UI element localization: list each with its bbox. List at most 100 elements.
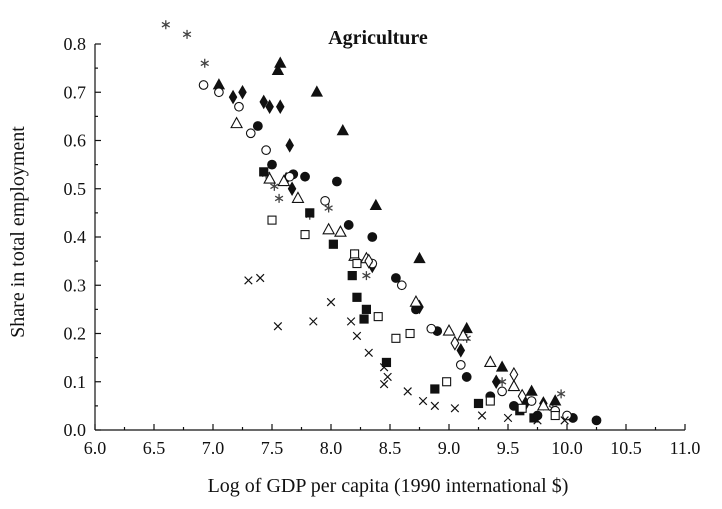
circle-open-marker	[497, 386, 507, 397]
circle-open-marker	[455, 360, 466, 370]
cross-marker	[346, 317, 356, 326]
asterisk-marker	[362, 271, 371, 281]
chart-title: Agriculture	[328, 27, 428, 49]
square-open-marker	[442, 377, 452, 387]
triangle-open-marker	[322, 222, 336, 235]
x-tick-label: 10.5	[610, 438, 642, 458]
square-open-marker	[300, 230, 310, 240]
x-tick-label: 9.0	[438, 438, 461, 458]
x-tick-label: 10.0	[551, 438, 583, 458]
square-open-marker	[485, 396, 495, 406]
cross-marker	[560, 416, 569, 425]
diamond-filled-marker	[275, 99, 285, 115]
asterisk-marker	[200, 58, 209, 68]
circle-filled-marker	[461, 372, 472, 382]
diamond-open-marker	[517, 388, 527, 404]
diamond-open-marker	[509, 366, 519, 383]
triangle-open-marker	[456, 328, 470, 341]
x-tick-label: 9.5	[497, 438, 520, 458]
triangle-open-marker	[483, 355, 497, 368]
x-tick-label: 7.5	[261, 438, 284, 458]
cross-marker	[326, 297, 336, 307]
circle-filled-marker	[591, 415, 602, 426]
triangle-filled-marker	[495, 360, 509, 372]
cross-marker	[379, 379, 389, 389]
y-tick-label: 0.5	[64, 179, 87, 199]
asterisk-marker	[161, 20, 171, 30]
asterisk-marker	[274, 193, 284, 203]
triangle-open-marker	[334, 225, 347, 237]
y-tick-label: 0.1	[64, 372, 87, 392]
diamond-filled-marker	[285, 138, 294, 153]
circle-open-marker	[198, 80, 209, 90]
triangle-open-marker	[507, 379, 521, 392]
diamond-filled-marker	[259, 94, 269, 110]
diamond-filled-marker	[491, 374, 501, 390]
square-open-marker	[405, 328, 415, 339]
asterisk-marker	[324, 203, 333, 213]
square-filled-marker	[328, 239, 338, 249]
y-axis-label: Share in total employment	[7, 126, 29, 338]
triangle-filled-marker	[525, 384, 538, 396]
plot-axes	[94, 44, 685, 431]
diamond-filled-marker	[265, 99, 274, 115]
cross-marker	[309, 317, 318, 326]
x-tick-label: 6.0	[84, 438, 107, 458]
circle-open-marker	[214, 87, 224, 98]
triangle-open-marker	[409, 294, 423, 307]
circle-filled-marker	[252, 121, 263, 131]
circle-open-marker	[261, 145, 271, 155]
x-tick-label: 8.5	[379, 438, 402, 458]
triangle-filled-marker	[271, 63, 285, 75]
cross-marker	[352, 331, 362, 341]
square-filled-marker	[259, 167, 269, 177]
diamond-open-marker	[364, 253, 374, 269]
square-filled-marker	[305, 208, 315, 218]
cross-marker	[273, 322, 283, 331]
circle-open-marker	[245, 128, 256, 139]
x-tick-label: 8.0	[320, 438, 343, 458]
cross-marker	[379, 363, 389, 372]
cross-marker	[418, 396, 428, 406]
triangle-filled-marker	[336, 124, 349, 136]
diamond-open-marker	[450, 335, 460, 351]
y-tick-label: 0.3	[64, 275, 87, 295]
circle-filled-marker	[343, 220, 354, 230]
cross-marker	[450, 404, 460, 413]
cross-marker	[477, 411, 487, 420]
y-tick-label: 0.8	[64, 34, 87, 54]
square-open-marker	[373, 312, 383, 322]
x-axis-label: Log of GDP per capita (1990 internationa…	[208, 475, 569, 497]
square-open-marker	[352, 258, 362, 269]
triangle-open-marker	[536, 398, 550, 411]
asterisk-marker	[556, 389, 566, 399]
x-tick-label: 7.0	[202, 438, 225, 458]
circle-filled-marker	[267, 159, 277, 170]
square-filled-marker	[381, 357, 392, 368]
circle-open-marker	[562, 410, 572, 421]
circle-open-marker	[426, 323, 437, 334]
circle-open-marker	[396, 280, 407, 291]
diamond-filled-marker	[238, 84, 247, 100]
cross-marker	[364, 348, 373, 358]
circle-open-marker	[284, 171, 295, 182]
triangle-filled-marker	[549, 394, 562, 406]
circle-filled-marker	[331, 176, 342, 187]
y-tick-label: 0.2	[64, 324, 87, 344]
data-points	[161, 20, 602, 426]
square-filled-marker	[529, 413, 539, 423]
cross-marker	[244, 276, 253, 285]
triangle-filled-marker	[460, 321, 473, 334]
square-open-marker	[550, 410, 560, 421]
circle-open-marker	[320, 195, 330, 206]
cross-marker	[255, 273, 265, 283]
circle-filled-marker	[300, 171, 310, 182]
y-tick-label: 0.0	[64, 420, 87, 440]
square-open-marker	[267, 215, 277, 225]
triangle-filled-marker	[310, 85, 324, 97]
asterisk-marker	[182, 29, 192, 39]
x-tick-label: 11.0	[670, 438, 701, 458]
cross-marker	[383, 372, 392, 382]
circle-filled-marker	[390, 273, 401, 283]
